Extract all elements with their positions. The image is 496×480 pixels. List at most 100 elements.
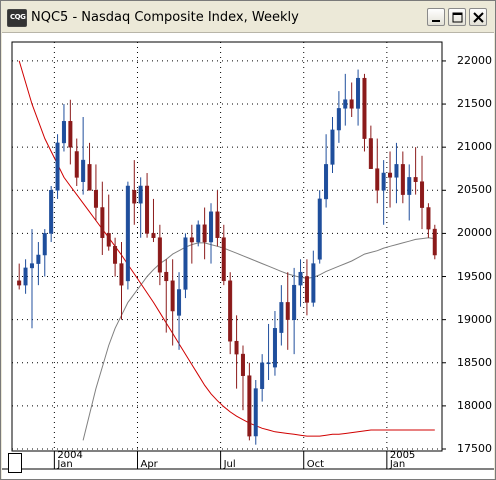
candle-up — [49, 190, 54, 234]
candle-up — [266, 362, 271, 365]
candle-down — [228, 280, 233, 342]
candle-up — [311, 263, 316, 303]
x-tick-label: Jan — [57, 459, 73, 470]
candle-down — [234, 340, 239, 355]
candle-down — [68, 121, 73, 148]
candle-down — [164, 271, 169, 282]
candle-down — [368, 138, 373, 169]
candle-up — [253, 388, 258, 437]
candle-down — [151, 233, 156, 238]
candle-down — [388, 172, 393, 178]
close-button[interactable] — [469, 8, 487, 26]
candle-up — [298, 271, 303, 286]
candle-down — [221, 237, 226, 282]
candle-up — [279, 302, 284, 333]
y-tick-label: 20000 — [457, 226, 492, 240]
candle-up — [336, 108, 341, 131]
moving-average-slow-line — [18, 60, 435, 437]
candle-down — [285, 302, 290, 320]
candle-down — [400, 164, 405, 195]
candle-up — [138, 185, 143, 204]
year-label: 2005 — [389, 450, 416, 461]
candle-up — [183, 237, 188, 290]
candle-down — [113, 246, 118, 264]
minimize-icon — [432, 20, 440, 22]
candle-down — [202, 224, 207, 243]
maximize-icon — [452, 12, 463, 23]
candle-down — [93, 190, 98, 208]
x-tick-label: Oct — [306, 459, 325, 470]
candle-down — [119, 263, 124, 286]
cqg-app-icon[interactable]: CQG — [7, 9, 27, 27]
candle-up — [292, 284, 297, 320]
x-tick-label: Apr — [140, 459, 158, 470]
candle-down — [170, 280, 175, 312]
x-tick-label: Jul — [223, 459, 236, 470]
candle-up — [42, 233, 47, 256]
y-tick-label: 18500 — [457, 355, 492, 369]
y-tick-label: 21000 — [457, 140, 492, 154]
candle-up — [330, 129, 335, 165]
candle-down — [240, 353, 245, 376]
candle-up — [272, 328, 277, 368]
y-tick-label: 19500 — [457, 269, 492, 283]
y-tick-label: 17500 — [457, 442, 492, 455]
candle-down — [349, 99, 354, 109]
year-label: 2004 — [57, 450, 83, 461]
candle-down — [413, 177, 418, 182]
candle-down — [87, 164, 92, 191]
candle-up — [177, 289, 182, 316]
candle-up — [343, 99, 348, 109]
candle-down — [375, 168, 380, 191]
candle-up — [196, 224, 201, 243]
candle-up — [394, 164, 399, 178]
candle-up — [324, 164, 329, 200]
candle-down — [420, 181, 425, 208]
candle-down — [189, 237, 194, 243]
candle-up — [23, 267, 28, 286]
x-tick-label: Jan — [389, 459, 406, 470]
candle-up — [29, 263, 34, 269]
maximize-button[interactable] — [448, 8, 466, 26]
candle-up — [81, 159, 86, 182]
candle-down — [432, 228, 437, 256]
title-bar[interactable]: CQG NQC5 - Nasdaq Composite Index, Weekl… — [2, 2, 494, 33]
close-icon — [473, 12, 484, 23]
candle-up — [125, 185, 130, 282]
candle-up — [55, 142, 60, 191]
candle-up — [317, 198, 322, 260]
candle-down — [17, 280, 22, 286]
plot-frame — [11, 41, 443, 452]
candle-down — [145, 185, 150, 234]
app-icon-text: CQG — [10, 13, 26, 21]
candle-up — [356, 77, 361, 109]
candle-down — [132, 190, 137, 204]
candle-down — [426, 207, 431, 230]
price-chart[interactable] — [2, 33, 494, 479]
candle-down — [247, 375, 252, 437]
candle-down — [215, 211, 220, 238]
candle-down — [100, 207, 105, 238]
y-tick-label: 21500 — [457, 97, 492, 111]
candle-up — [407, 177, 412, 195]
candle-down — [74, 151, 79, 178]
candle-down — [106, 233, 111, 247]
window-title: NQC5 - Nasdaq Composite Index, Weekly — [31, 10, 299, 25]
chart-corner-box[interactable] — [8, 453, 22, 473]
minimize-button[interactable] — [427, 8, 445, 26]
moving-average-fast-line — [82, 237, 435, 441]
chart-area[interactable]: 17500 18000 18500 19000 19500 20000 20500 21000… — [2, 33, 494, 479]
candle-up — [209, 211, 214, 243]
y-tick-label: 22000 — [457, 53, 492, 67]
candle-up — [381, 172, 386, 191]
candle-up — [36, 254, 41, 264]
candle-up — [260, 362, 265, 389]
y-tick-label: 19000 — [457, 312, 492, 326]
candle-up — [61, 121, 66, 144]
candle-down — [304, 276, 309, 303]
candle-down — [157, 237, 162, 273]
y-tick-label: 20500 — [457, 183, 492, 197]
y-tick-label: 18000 — [457, 398, 492, 412]
candle-down — [362, 77, 367, 139]
